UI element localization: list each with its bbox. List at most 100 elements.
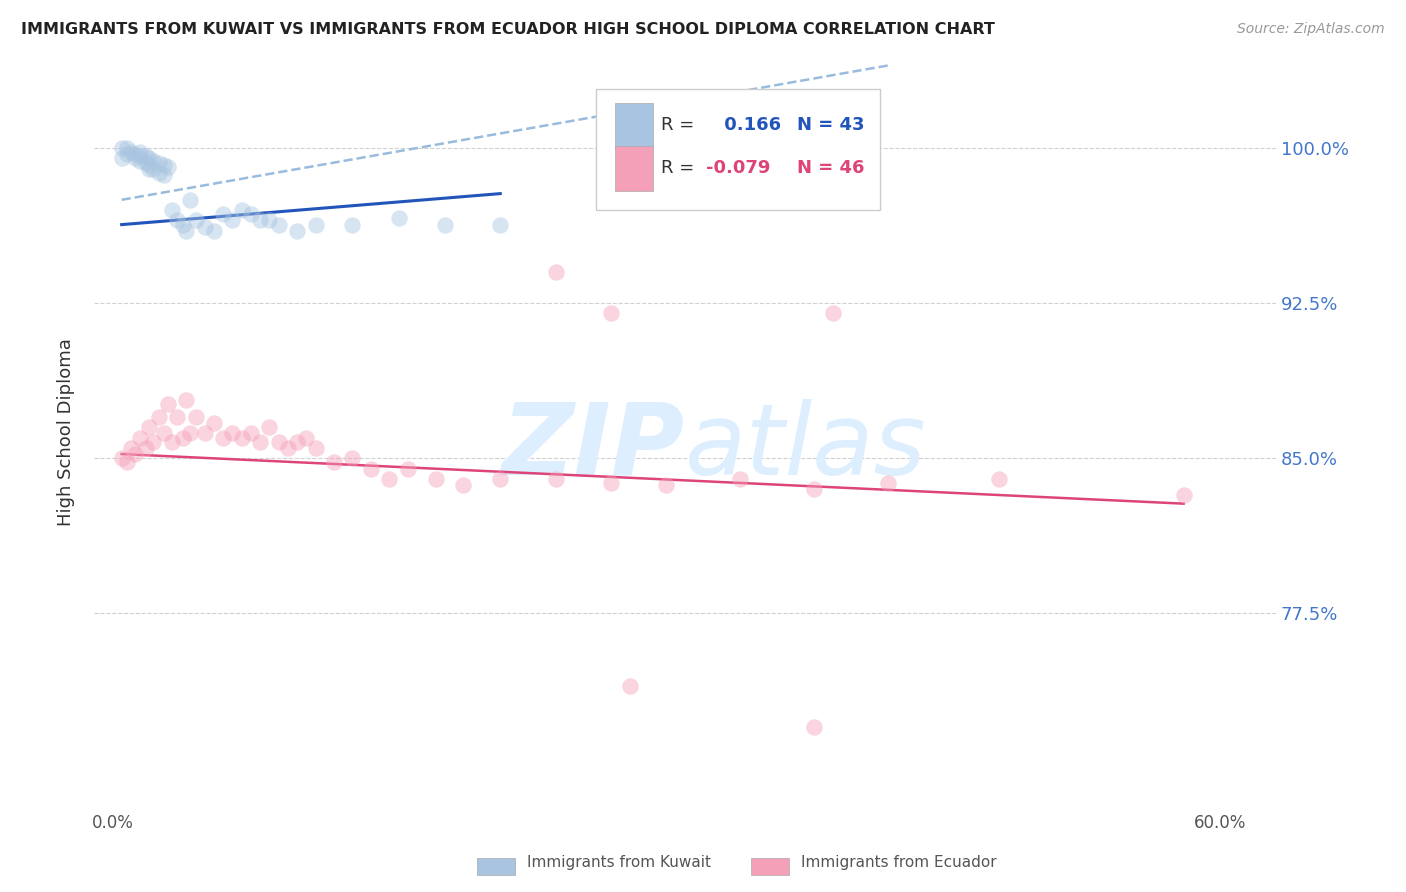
Point — [156, 160, 179, 174]
Point — [600, 475, 623, 490]
Point — [129, 153, 152, 168]
Text: Immigrants from Kuwait: Immigrants from Kuwait — [527, 855, 711, 870]
Text: Source: ZipAtlas.com: Source: ZipAtlas.com — [1237, 22, 1385, 37]
Point — [174, 393, 197, 408]
Point — [166, 409, 188, 424]
Point — [129, 149, 152, 163]
Point — [221, 213, 243, 227]
Point — [135, 441, 157, 455]
Point — [360, 461, 382, 475]
Point — [249, 213, 271, 227]
Point — [184, 409, 207, 424]
Point — [239, 207, 262, 221]
Point — [212, 430, 235, 444]
Point — [184, 213, 207, 227]
Point — [877, 475, 900, 490]
Point — [277, 441, 299, 455]
Point — [172, 430, 194, 444]
Point — [544, 265, 567, 279]
Point — [1173, 488, 1195, 502]
Point — [304, 441, 326, 455]
Point — [124, 147, 146, 161]
Point — [138, 158, 160, 172]
Y-axis label: High School Diploma: High School Diploma — [58, 338, 75, 526]
Point — [231, 430, 253, 444]
Point — [295, 430, 318, 444]
Point — [396, 461, 419, 475]
Point — [120, 145, 142, 160]
Point — [655, 478, 678, 492]
Point — [129, 145, 152, 160]
Point — [138, 161, 160, 176]
FancyBboxPatch shape — [616, 146, 652, 191]
Point — [342, 451, 364, 466]
Point — [153, 168, 176, 182]
Point — [433, 218, 456, 232]
Point — [285, 224, 308, 238]
Point — [194, 426, 217, 441]
Point — [202, 224, 225, 238]
Point — [135, 155, 157, 169]
Point — [142, 434, 165, 449]
Point — [115, 455, 138, 469]
Text: 0.166: 0.166 — [718, 116, 782, 135]
Point — [148, 409, 170, 424]
Text: atlas: atlas — [685, 399, 927, 496]
Point — [115, 147, 138, 161]
Text: IMMIGRANTS FROM KUWAIT VS IMMIGRANTS FROM ECUADOR HIGH SCHOOL DIPLOMA CORRELATIO: IMMIGRANTS FROM KUWAIT VS IMMIGRANTS FRO… — [21, 22, 995, 37]
Point — [148, 166, 170, 180]
Point — [111, 152, 134, 166]
Point — [129, 430, 152, 444]
Point — [425, 472, 447, 486]
Point — [124, 152, 146, 166]
Text: ZIP: ZIP — [502, 399, 685, 496]
Point — [160, 203, 183, 218]
Text: R =: R = — [661, 160, 700, 178]
Point — [172, 218, 194, 232]
Point — [142, 161, 165, 176]
Point — [111, 451, 134, 466]
Point — [489, 472, 512, 486]
Point — [323, 455, 346, 469]
Point — [388, 211, 411, 226]
Point — [156, 397, 179, 411]
Point — [138, 420, 160, 434]
Point — [259, 420, 281, 434]
Point — [987, 472, 1010, 486]
Point — [115, 141, 138, 155]
Point — [304, 218, 326, 232]
Point — [619, 679, 641, 693]
Point — [453, 478, 475, 492]
Point — [249, 434, 271, 449]
Point — [174, 224, 197, 238]
Point — [212, 207, 235, 221]
Text: N = 43: N = 43 — [797, 116, 865, 135]
Point — [730, 472, 752, 486]
Point — [342, 218, 364, 232]
Point — [821, 306, 844, 320]
Point — [160, 434, 183, 449]
Point — [221, 426, 243, 441]
Point — [600, 306, 623, 320]
Point — [803, 720, 825, 734]
FancyBboxPatch shape — [596, 89, 880, 210]
Point — [120, 441, 142, 455]
Text: Immigrants from Ecuador: Immigrants from Ecuador — [801, 855, 997, 870]
Point — [153, 426, 176, 441]
Point — [153, 158, 176, 172]
Point — [231, 203, 253, 218]
Point — [544, 472, 567, 486]
Point — [489, 218, 512, 232]
Point — [111, 141, 134, 155]
Point — [142, 153, 165, 168]
Point — [803, 482, 825, 496]
Point — [179, 193, 201, 207]
Text: -0.079: -0.079 — [706, 160, 770, 178]
Point — [239, 426, 262, 441]
Point — [378, 472, 401, 486]
Text: N = 46: N = 46 — [797, 160, 865, 178]
FancyBboxPatch shape — [616, 103, 652, 147]
Point — [166, 213, 188, 227]
Point — [194, 219, 217, 234]
Point — [148, 155, 170, 169]
